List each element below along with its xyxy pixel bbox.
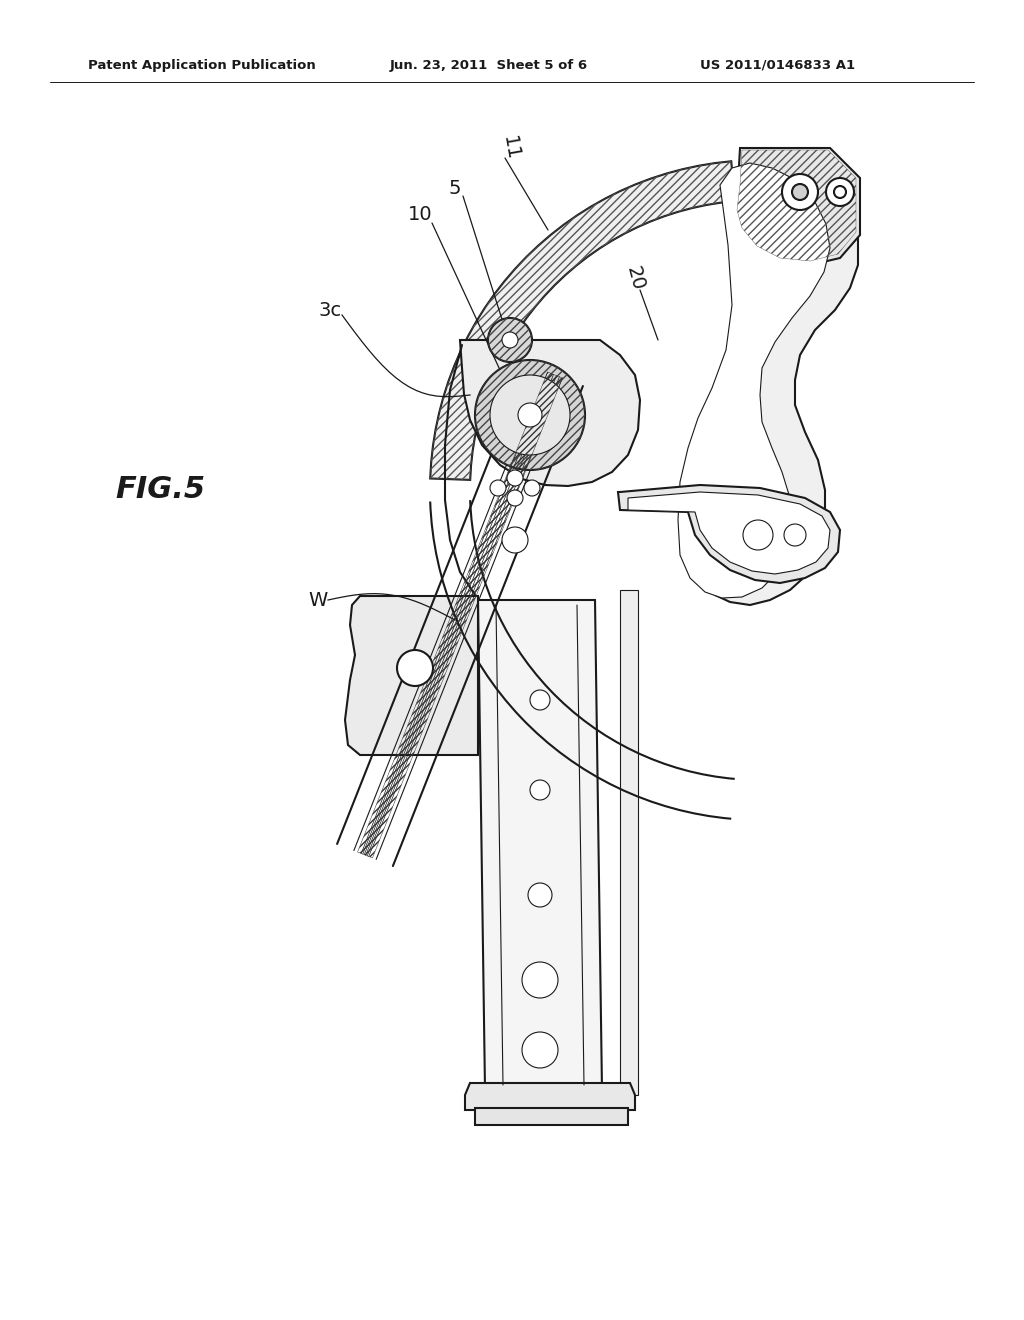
- Circle shape: [490, 375, 570, 455]
- Polygon shape: [460, 341, 640, 486]
- Circle shape: [507, 470, 523, 486]
- Circle shape: [834, 186, 846, 198]
- Polygon shape: [628, 492, 830, 574]
- Polygon shape: [688, 150, 858, 605]
- Circle shape: [792, 183, 808, 201]
- Polygon shape: [735, 148, 860, 265]
- Circle shape: [507, 490, 523, 506]
- Polygon shape: [430, 161, 735, 480]
- Polygon shape: [620, 590, 638, 1096]
- Circle shape: [522, 1032, 558, 1068]
- Circle shape: [397, 649, 433, 686]
- Circle shape: [490, 480, 506, 496]
- Text: 20: 20: [623, 264, 647, 292]
- Circle shape: [826, 178, 854, 206]
- Circle shape: [784, 524, 806, 546]
- Polygon shape: [478, 601, 602, 1090]
- Circle shape: [530, 690, 550, 710]
- Circle shape: [524, 480, 540, 496]
- Text: 5: 5: [449, 178, 461, 198]
- Text: Patent Application Publication: Patent Application Publication: [88, 58, 315, 71]
- Circle shape: [502, 333, 518, 348]
- Text: 10: 10: [408, 206, 432, 224]
- Polygon shape: [678, 162, 830, 598]
- Circle shape: [518, 403, 542, 426]
- Text: FIG.5: FIG.5: [115, 475, 205, 504]
- Circle shape: [528, 883, 552, 907]
- Polygon shape: [465, 1082, 635, 1110]
- Polygon shape: [475, 1107, 628, 1125]
- Circle shape: [743, 520, 773, 550]
- Text: 3c: 3c: [318, 301, 342, 319]
- Polygon shape: [618, 484, 840, 583]
- Circle shape: [530, 780, 550, 800]
- Text: Jun. 23, 2011  Sheet 5 of 6: Jun. 23, 2011 Sheet 5 of 6: [390, 58, 588, 71]
- Circle shape: [488, 318, 532, 362]
- Circle shape: [522, 962, 558, 998]
- Circle shape: [502, 527, 528, 553]
- Text: 11: 11: [499, 135, 521, 162]
- Polygon shape: [345, 597, 478, 755]
- Text: W: W: [308, 590, 328, 610]
- Text: US 2011/0146833 A1: US 2011/0146833 A1: [700, 58, 855, 71]
- Circle shape: [782, 174, 818, 210]
- Circle shape: [475, 360, 585, 470]
